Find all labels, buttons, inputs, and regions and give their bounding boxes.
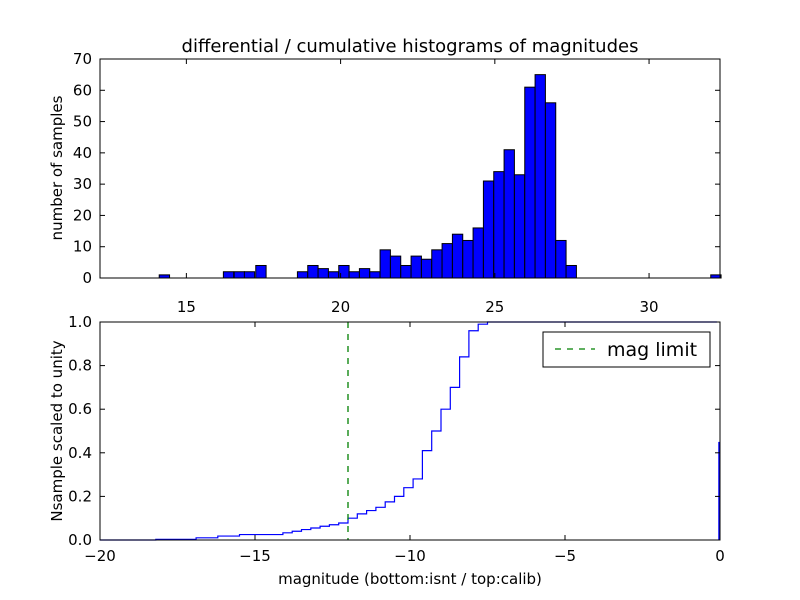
bottom-xlabel: magnitude (bottom:isnt / top:calib) (278, 570, 542, 588)
legend-label-mag-limit: mag limit (607, 339, 697, 361)
bottom-xtick-label: −20 (84, 547, 116, 565)
histogram-bar (420, 258, 433, 279)
histogram-bar (555, 239, 567, 279)
histogram-bar (296, 271, 309, 279)
top-ytick-label: 20 (73, 206, 92, 224)
histogram-bar (431, 249, 443, 279)
cumulative-histogram-panel: Nsample scaled to unity magnitude (botto… (48, 313, 725, 588)
histogram-bar (544, 102, 557, 279)
top-ytick-label: 40 (73, 144, 92, 162)
cumulative-lines (100, 321, 720, 541)
top-ytick-label: 10 (73, 238, 92, 256)
legend: mag limit (542, 331, 711, 368)
histogram-bar (379, 249, 391, 279)
differential-histogram-panel: differential / cumulative histograms of … (48, 36, 722, 316)
histogram-bar (327, 271, 340, 279)
bottom-ytick-label: 1.0 (68, 313, 92, 331)
histogram-bar (389, 255, 402, 279)
bottom-plot-frame (99, 321, 721, 541)
bottom-xtick-label: −5 (554, 547, 576, 565)
histogram-bar (369, 271, 381, 279)
histogram-bar (400, 264, 412, 279)
bottom-xtick-label: −10 (394, 547, 426, 565)
histogram-bar (243, 271, 256, 279)
top-plot-frame (99, 58, 721, 279)
bottom-ytick-label: 0.0 (68, 531, 92, 549)
histogram-bar (472, 227, 484, 279)
top-ytick-label: 70 (73, 50, 92, 68)
top-xtick-label: 25 (485, 298, 504, 316)
histogram-bar (441, 243, 453, 279)
histogram-bar (513, 174, 526, 279)
top-xtick-label: 30 (640, 298, 659, 316)
top-axis-ticks: 0 10 20 30 40 50 60 70 15 20 25 30 (73, 50, 720, 316)
histogram-bar (358, 268, 371, 279)
top-ytick-label: 30 (73, 175, 92, 193)
bottom-ytick-label: 0.8 (68, 357, 92, 375)
bottom-ytick-label: 0.6 (68, 400, 92, 418)
histogram-bar (534, 74, 546, 279)
histogram-bar (233, 271, 246, 279)
histogram-bar (503, 149, 515, 279)
top-ytick-label: 50 (73, 113, 92, 131)
histogram-bar (348, 271, 360, 279)
top-ylabel: number of samples (48, 95, 66, 240)
histogram-bar (255, 264, 267, 279)
bottom-ytick-label: 0.4 (68, 444, 92, 462)
bottom-axis-ticks: 0.0 0.2 0.4 0.6 0.8 1.0 −20 −15 −10 −5 0 (68, 313, 725, 565)
bottom-ytick-label: 0.2 (68, 487, 92, 505)
top-xtick-label: 15 (177, 298, 196, 316)
top-ytick-label: 60 (73, 81, 92, 99)
histogram-bar (524, 86, 536, 279)
histogram-bar (493, 171, 505, 279)
histogram-bars (158, 74, 722, 279)
bottom-xtick-label: 0 (715, 547, 725, 565)
histogram-bar (482, 180, 495, 279)
top-xtick-label: 20 (331, 298, 350, 316)
histogram-bar (307, 264, 319, 279)
cumulative-step-line (100, 321, 717, 541)
histogram-bar (317, 268, 329, 279)
top-ytick-label: 0 (82, 269, 92, 287)
bottom-xtick-label: −15 (239, 547, 271, 565)
histogram-bar (565, 264, 577, 279)
histogram-bar (462, 239, 474, 279)
histogram-bar (222, 271, 235, 279)
histogram-bar (410, 255, 422, 279)
histogram-bar (451, 233, 464, 279)
bottom-ylabel: Nsample scaled to unity (48, 340, 66, 521)
chart-title: differential / cumulative histograms of … (182, 36, 639, 57)
